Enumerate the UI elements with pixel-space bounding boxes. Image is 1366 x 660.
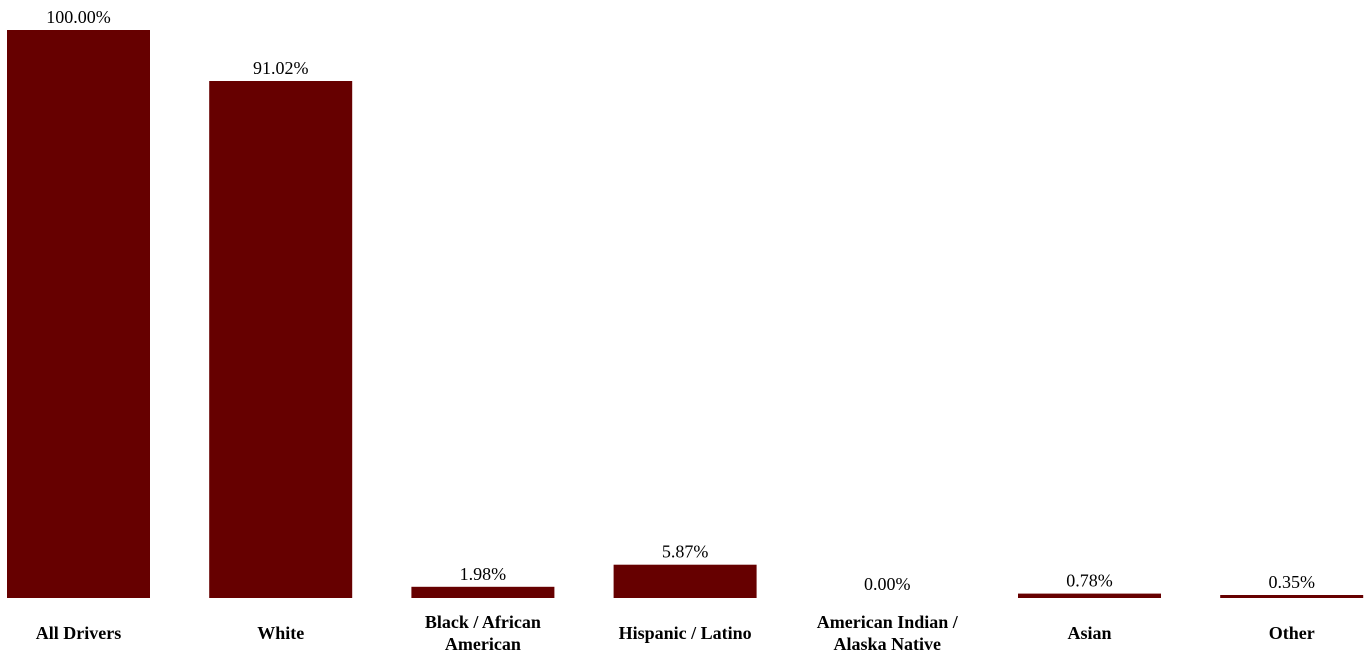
value-label-2: 1.98% (460, 564, 507, 584)
bar-1 (209, 81, 353, 598)
value-label-6: 0.35% (1268, 572, 1315, 592)
category-label-2-line-1: American (445, 634, 521, 654)
value-labels-layer: 100.00% 91.02% 1.98% 5.87% 0.00% 0.78% 0.35% (46, 7, 1315, 594)
category-label-2-line-0: Black / African (425, 612, 541, 632)
value-label-5: 0.78% (1066, 571, 1113, 591)
value-label-1: 91.02% (253, 58, 309, 78)
category-label-4-line-1: Alaska Native (834, 634, 942, 654)
bar-0 (7, 30, 150, 598)
category-label-4-line-0: American Indian / (817, 612, 959, 632)
category-label-1: White (257, 623, 304, 643)
bar-2 (411, 586, 555, 598)
value-label-0: 100.00% (46, 7, 111, 27)
category-label-6: Other (1269, 623, 1315, 643)
category-label-3: Hispanic / Latino (619, 623, 752, 643)
category-label-5: Asian (1067, 623, 1111, 643)
value-label-3: 5.87% (662, 542, 709, 562)
bar-3 (613, 564, 757, 598)
bars-layer (7, 30, 1364, 598)
bar-6 (1220, 595, 1364, 598)
bar-5 (1018, 593, 1161, 598)
category-label-0: All Drivers (36, 623, 121, 643)
value-label-4: 0.00% (864, 574, 911, 594)
